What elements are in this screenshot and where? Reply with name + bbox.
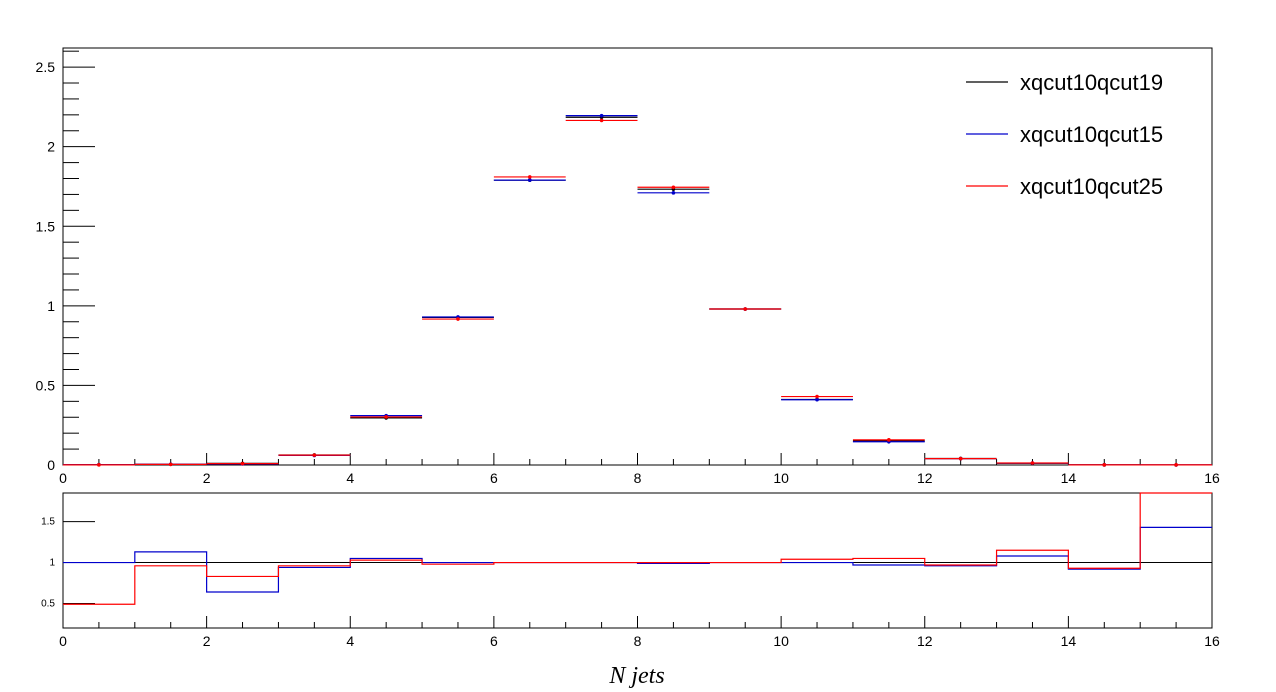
main-panel: 0 0.5 1 1.5 2 2.5 0 2 4 6 8 10 12 14 16: [36, 47, 1220, 486]
main-x-tick-label: 0: [59, 470, 67, 486]
data-point: [671, 191, 676, 195]
data-point: [1102, 463, 1107, 467]
data-point: [887, 438, 891, 442]
ratio-x-tick-label: 12: [917, 633, 933, 649]
legend-entry: xqcut10qcut15: [1020, 122, 1163, 147]
main-y-tick-label: 0.5: [36, 377, 56, 393]
series-xqcut10qcut15: [63, 113, 1212, 467]
main-x-tick-label: 10: [773, 470, 789, 486]
ratio-x-tick-label: 14: [1061, 633, 1077, 649]
main-x-tick-label: 6: [490, 470, 498, 486]
data-point: [1030, 461, 1035, 465]
ratio-y-tick-label: 1.5: [41, 517, 55, 528]
main-x-tick-label: 16: [1204, 470, 1220, 486]
data-point: [384, 415, 388, 419]
ratio-series-xqcut10qcut15: [63, 526, 1212, 593]
data-point: [1174, 463, 1178, 467]
data-point: [815, 394, 819, 399]
ratio-series-xqcut10qcut25: [63, 492, 1212, 605]
data-point: [527, 178, 532, 182]
ratio-x-tick-label: 4: [346, 633, 354, 649]
ratio-y-tick-label: 0.5: [41, 598, 55, 609]
data-point: [815, 397, 819, 402]
main-frame: [62, 47, 1213, 466]
ratio-panel: 0.5 1 1.5 0 2 4 6 8 10 12 14 16: [41, 492, 1220, 649]
main-y-tick-label: 1: [47, 298, 55, 314]
main-x-tick-label: 2: [203, 470, 211, 486]
main-x-tick-label: 12: [917, 470, 933, 486]
data-point: [599, 118, 604, 123]
ratio-x-tick-label: 10: [773, 633, 789, 649]
x-axis-label: N jets: [608, 663, 664, 689]
data-point: [168, 462, 173, 467]
main-y-tick-label: 0: [47, 457, 55, 473]
ratio-x-tick-label: 16: [1204, 633, 1220, 649]
data-point: [958, 456, 963, 461]
data-point: [312, 453, 317, 457]
data-point: [456, 317, 460, 321]
legend-entry: xqcut10qcut19: [1020, 70, 1163, 95]
data-point: [671, 185, 676, 190]
main-y-tick-label: 1.5: [36, 218, 56, 234]
ratio-x-tick-label: 0: [59, 633, 67, 649]
main-x-tick-label: 4: [346, 470, 354, 486]
main-x-tick-label: 14: [1061, 470, 1077, 486]
main-y-tick-label: 2: [47, 139, 55, 155]
ratio-y-tick-label: 1: [49, 558, 55, 569]
series-xqcut10qcut19: [63, 115, 1212, 467]
data-point: [240, 461, 245, 466]
legend-entry: xqcut10qcut25: [1020, 174, 1163, 199]
main-x-tick-label: 8: [634, 470, 642, 486]
ratio-x-tick-label: 6: [490, 633, 498, 649]
ratio-frame: [62, 492, 1213, 629]
main-y-tick-label: 2.5: [36, 59, 56, 75]
data-point: [97, 463, 101, 467]
data-point: [743, 307, 748, 311]
data-point: [599, 113, 604, 118]
ratio-x-tick-label: 2: [203, 633, 211, 649]
series-xqcut10qcut25: [63, 118, 1212, 467]
ratio-x-tick-label: 8: [634, 633, 642, 649]
data-point: [527, 175, 532, 179]
legend: xqcut10qcut19 xqcut10qcut15 xqcut10qcut25: [966, 70, 1163, 199]
